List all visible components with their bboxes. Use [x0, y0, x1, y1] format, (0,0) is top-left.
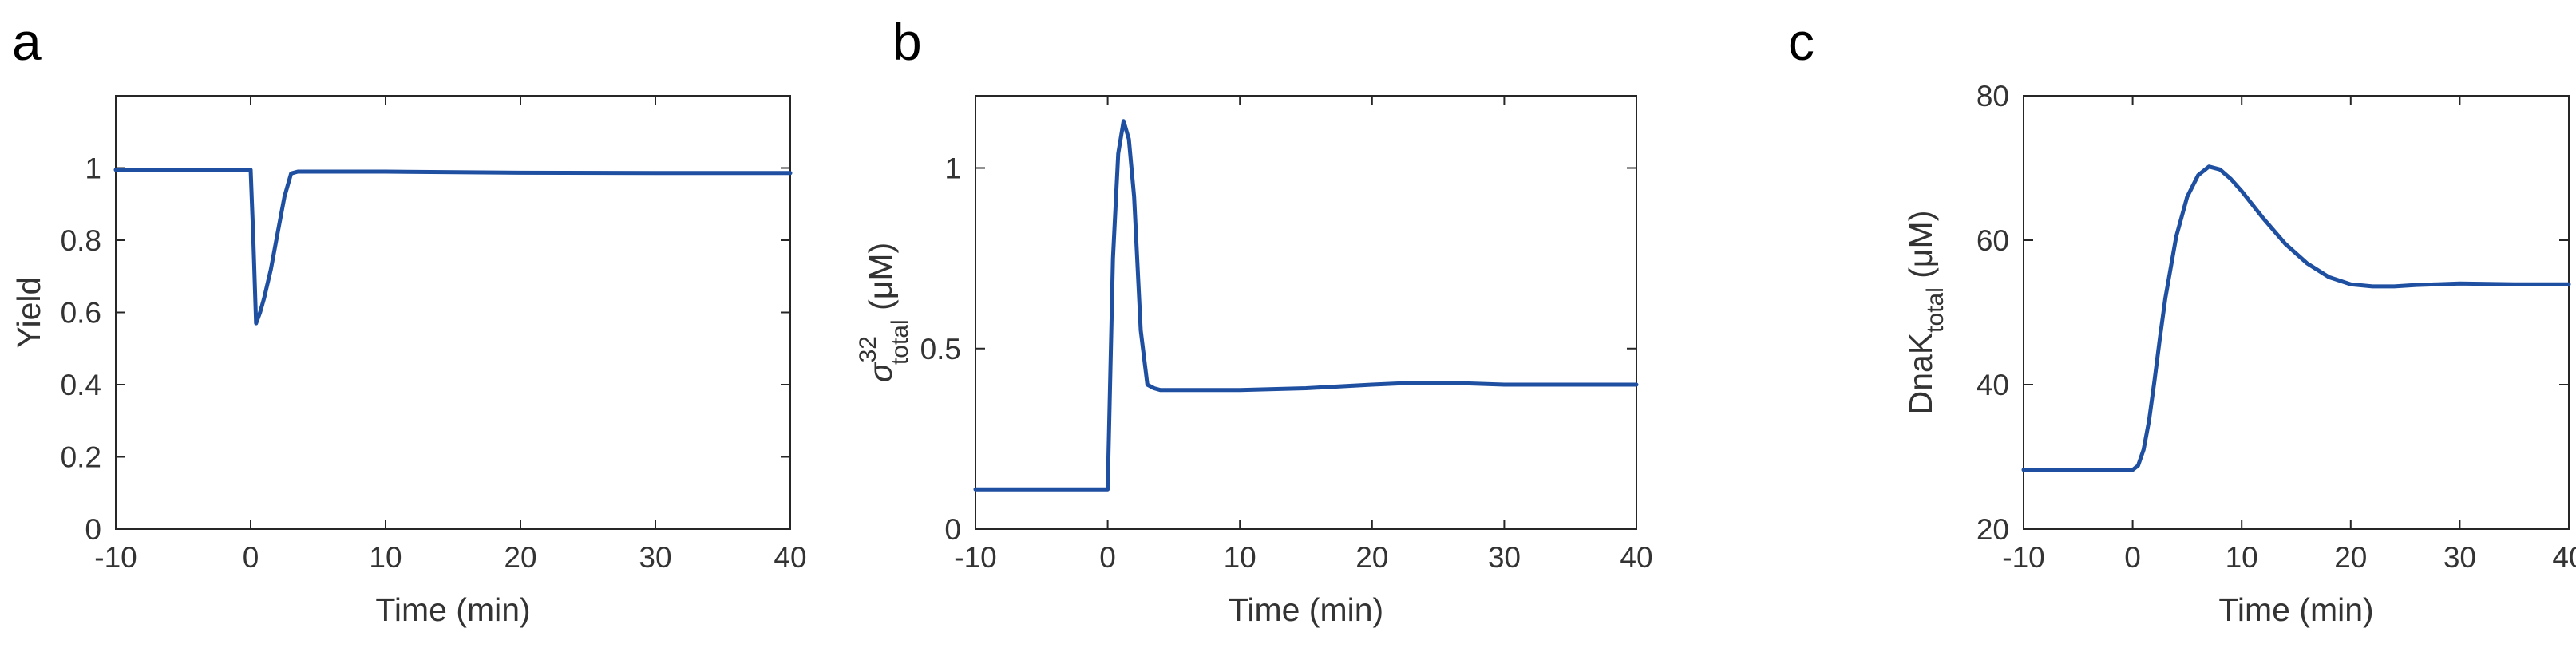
y-axis-label-text: Yield: [10, 277, 47, 349]
y-tick-label: 0: [944, 513, 961, 546]
x-tick-label: -10: [954, 541, 996, 574]
x-tick-label: 40: [1620, 541, 1652, 574]
y-axis-label-subscript: total: [887, 319, 913, 365]
y-tick-label: 0.6: [61, 297, 101, 330]
y-tick-label: 0.2: [61, 441, 101, 474]
axes-box: [115, 95, 791, 530]
y-axis-label-unit: (μM): [862, 243, 899, 319]
x-tick-label: -10: [2002, 541, 2044, 574]
panel-letter: a: [12, 12, 42, 71]
y-axis-label-superscript: 32: [855, 336, 881, 362]
x-tick-label: -10: [94, 541, 137, 574]
panel-letter: b: [892, 12, 922, 71]
y-tick-label: 40: [1977, 369, 2009, 401]
y-axis-label: σ32 total (μM): [855, 243, 913, 382]
x-axis-label: Time (min): [2218, 591, 2373, 628]
panel-letter: c: [1788, 12, 1814, 71]
x-tick-label: 10: [2226, 541, 2258, 574]
y-tick-label: 0: [85, 513, 101, 546]
y-axis-label-main: DnaK: [1902, 333, 1939, 415]
x-tick-label: 20: [504, 541, 536, 574]
y-axis-label: Yield: [10, 277, 47, 349]
x-tick-label: 10: [1224, 541, 1256, 574]
y-tick-label: 0.8: [61, 224, 101, 257]
x-tick-label: 30: [639, 541, 671, 574]
x-tick-label: 40: [774, 541, 806, 574]
x-tick-label: 0: [2124, 541, 2141, 574]
x-tick-label: 30: [2443, 541, 2476, 574]
series-line: [113, 168, 793, 326]
x-tick-label: 10: [369, 541, 402, 574]
y-tick-label: 60: [1977, 224, 2009, 257]
series-line: [973, 119, 1639, 492]
x-tick-label: 0: [1099, 541, 1116, 574]
x-axis-label: Time (min): [1229, 591, 1383, 628]
y-axis-label-unit: (μM): [1902, 211, 1939, 287]
y-tick-label: 80: [1977, 80, 2009, 113]
y-axis-label: DnaKtotal (μM): [1902, 211, 1949, 415]
x-tick-label: 30: [1488, 541, 1521, 574]
y-axis-label-subscript: total: [1922, 287, 1949, 333]
axes-box: [975, 95, 1637, 530]
x-tick-label: 20: [2334, 541, 2367, 574]
axes-box: [2023, 95, 2570, 530]
y-tick-label: 1: [85, 152, 101, 185]
x-tick-label: 0: [243, 541, 259, 574]
y-tick-label: 20: [1977, 513, 2009, 546]
series-line: [2021, 164, 2571, 472]
y-axis-label-symbol: σ: [862, 362, 899, 382]
x-tick-label: 20: [1355, 541, 1388, 574]
y-tick-label: 1: [944, 152, 961, 185]
x-axis-label: Time (min): [375, 591, 530, 628]
y-tick-label: 0.5: [920, 333, 961, 366]
x-tick-label: 40: [2552, 541, 2576, 574]
panel-c: c -10 0 10 20 30 40 20 40 60 80 Time (min) DnaKtotal…: [1788, 12, 2576, 628]
y-tick-label: 0.4: [61, 369, 101, 401]
